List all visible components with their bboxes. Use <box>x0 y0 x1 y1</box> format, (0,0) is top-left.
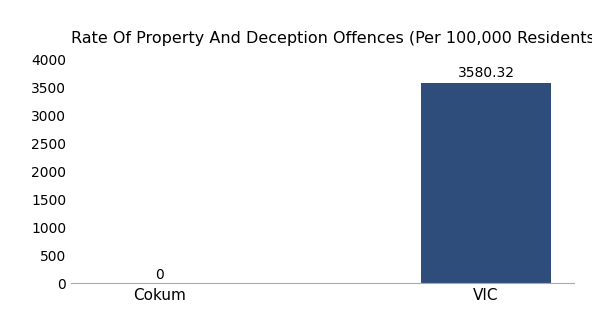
Text: 3580.32: 3580.32 <box>458 66 514 80</box>
Text: 0: 0 <box>155 268 163 282</box>
Bar <box>421 83 551 283</box>
Text: Rate Of Property And Deception Offences (Per 100,000 Residents): Rate Of Property And Deception Offences … <box>71 31 592 46</box>
